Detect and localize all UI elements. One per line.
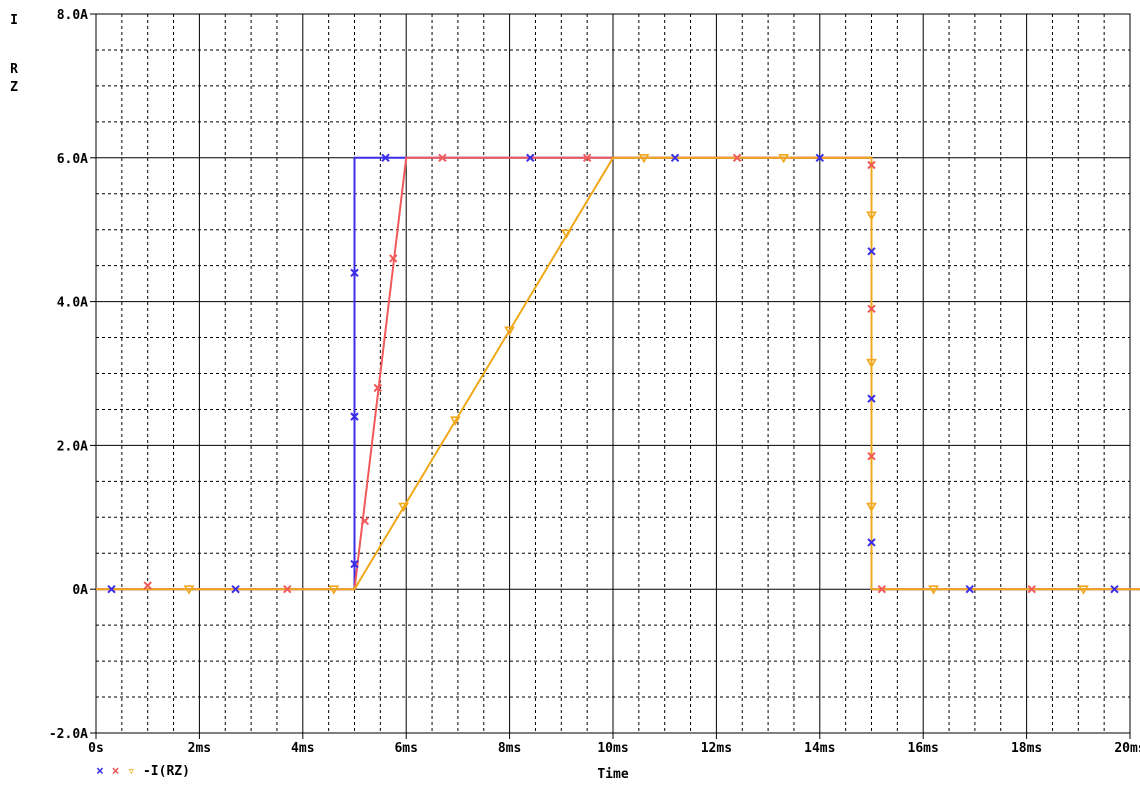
- series-1-marker: [231, 584, 240, 594]
- series-2-marker: [283, 584, 292, 594]
- marker-stroke: [867, 394, 876, 403]
- marker-stroke: [360, 516, 370, 526]
- marker-group: [107, 153, 1119, 595]
- legend-x-blue-icon: ×: [96, 764, 104, 779]
- series-group: [96, 156, 1140, 591]
- marker-stroke: [350, 268, 359, 278]
- axis-ticks: [90, 13, 1131, 739]
- x-tick-label: 14ms: [804, 741, 835, 756]
- series-3-marker: [866, 502, 877, 513]
- series-2-marker: [389, 254, 398, 263]
- marker-stroke: [877, 584, 887, 594]
- series-3-marker: [449, 416, 461, 426]
- y-axis-label-char-2: R: [10, 62, 18, 77]
- marker-stroke: [143, 581, 152, 590]
- series-3-marker: [398, 502, 409, 513]
- x-tick-label: 2ms: [188, 741, 211, 756]
- marker-stroke: [867, 451, 876, 461]
- series-3-marker: [561, 229, 572, 239]
- y-tick-label: 6.0A: [57, 152, 88, 167]
- series-1-marker: [350, 559, 359, 569]
- series-3-marker: [328, 585, 340, 595]
- marker-stroke: [670, 153, 680, 163]
- marker-stroke: [965, 584, 974, 594]
- tick-labels: -2.0A 0A 2.0A 4.0A 6.0A 8.0A 0s 2ms 4ms 6ms 8ms 10m…: [49, 8, 1140, 756]
- legend-x-red-icon: ×: [111, 764, 120, 779]
- series-3-marker: [1078, 585, 1089, 595]
- series-1-marker: [526, 153, 535, 163]
- series-2-marker: [1027, 584, 1036, 594]
- series-3-marker: [778, 154, 789, 164]
- marker-stroke: [815, 153, 825, 163]
- marker-stroke: [867, 160, 876, 170]
- series-1-marker: [350, 412, 359, 421]
- series-3-marker: [183, 585, 195, 595]
- marker-stroke: [867, 247, 876, 256]
- marker-stroke: [732, 153, 742, 163]
- x-tick-label: 8ms: [498, 741, 521, 756]
- series-2-marker: [867, 451, 876, 461]
- series-2-marker: [867, 160, 876, 170]
- y-tick-label: 0A: [72, 583, 88, 598]
- series-1-marker: [815, 153, 825, 163]
- series-1-marker: [867, 538, 876, 547]
- marker-stroke: [1027, 584, 1036, 594]
- series-1-marker: [670, 153, 680, 163]
- marker-stroke: [1110, 584, 1119, 594]
- series-1-marker: [1110, 584, 1119, 594]
- series-1-marker: [867, 394, 876, 403]
- series-1-marker: [867, 247, 876, 256]
- marker-stroke: [350, 559, 359, 569]
- x-tick-label: 18ms: [1011, 741, 1042, 756]
- series-2-marker: [582, 153, 592, 163]
- series-2-marker: [143, 581, 152, 590]
- marker-stroke: [867, 538, 876, 547]
- y-tick-label: -2.0A: [49, 727, 88, 742]
- y-tick-label: 8.0A: [57, 8, 88, 23]
- series-2-marker: [867, 304, 876, 313]
- series-3-marker: [928, 585, 939, 595]
- series-2-marker: [732, 153, 742, 163]
- legend-triangle-icon: ▿: [127, 764, 136, 779]
- x-tick-label: 4ms: [291, 741, 314, 756]
- series-1-marker: [350, 268, 359, 278]
- y-axis-label-char-1: I: [10, 13, 18, 28]
- y-axis-label-char-3: Z: [10, 80, 18, 95]
- series-3-marker: [638, 154, 650, 164]
- series-2-marker: [360, 516, 370, 526]
- marker-stroke: [526, 153, 535, 163]
- legend-label: -I(RZ): [142, 764, 190, 779]
- y-tick-label: 4.0A: [57, 296, 88, 311]
- marker-stroke: [438, 153, 447, 163]
- series-1-marker: [965, 584, 974, 594]
- marker-stroke: [231, 584, 240, 594]
- series-3-marker: [866, 211, 877, 221]
- x-tick-label: 12ms: [701, 741, 732, 756]
- marker-stroke: [389, 254, 398, 263]
- series-1-marker: [381, 153, 390, 163]
- x-tick-label: 20ms: [1114, 741, 1140, 756]
- series-3-marker: [866, 358, 877, 369]
- series-1-marker: [107, 584, 116, 594]
- x-tick-label: 10ms: [597, 741, 628, 756]
- series-line-3: [96, 156, 1140, 591]
- marker-stroke: [283, 584, 292, 594]
- marker-stroke: [867, 304, 876, 313]
- y-tick-label: 2.0A: [57, 439, 88, 454]
- marker-stroke: [373, 383, 382, 393]
- x-tick-label: 16ms: [908, 741, 939, 756]
- marker-stroke: [381, 153, 390, 163]
- marker-stroke: [107, 584, 116, 594]
- marker-stroke: [582, 153, 592, 163]
- series-3-marker: [504, 326, 515, 336]
- series-2-marker: [438, 153, 447, 163]
- x-axis-label: Time: [597, 767, 628, 782]
- series-2-marker: [877, 584, 887, 594]
- series-2-marker: [373, 383, 382, 393]
- legend: × × ▿ -I(RZ): [96, 764, 190, 779]
- marker-stroke: [350, 412, 359, 421]
- x-tick-label: 6ms: [394, 741, 417, 756]
- x-tick-label: 0s: [88, 741, 104, 756]
